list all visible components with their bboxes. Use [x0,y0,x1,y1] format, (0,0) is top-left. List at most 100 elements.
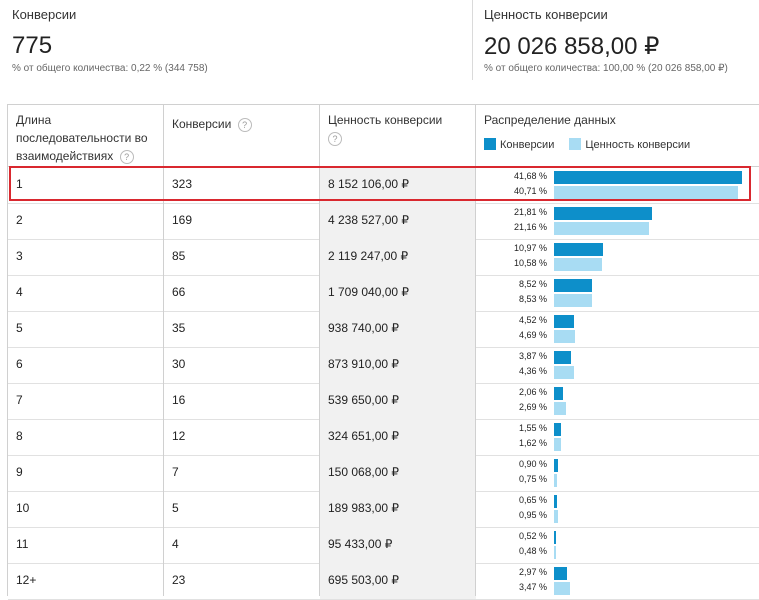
metric-value-label: Ценность конверсии [484,7,608,22]
table-header: Длина последовательности во взаимодейств… [8,105,759,167]
bar-conversions [554,495,557,508]
legend-swatch-value [569,138,582,150]
header-distribution: Распределение данных Конверсии Ценность … [484,111,754,172]
pct-conversions: 8,52 % [518,279,547,289]
sorted-column-bg [320,455,476,491]
cell-value: 189 983,00 ₽ [328,501,400,515]
pct-conversions: 41,68 % [513,171,547,181]
bar-value [554,582,570,595]
header-length-label: Длина последовательности во взаимодейств… [16,113,148,163]
header-length[interactable]: Длина последовательности во взаимодейств… [16,111,164,172]
table-row[interactable]: 10 5 189 983,00 ₽ 0,65 % 0,95 % [8,491,759,528]
summary-panel: Конверсии 775 % от общего количества: 0,… [0,0,759,93]
cell-length: 7 [16,393,23,407]
help-icon[interactable]: ? [237,117,252,132]
cell-length: 8 [16,429,23,443]
cell-length: 6 [16,357,23,371]
cell-conversions: 7 [172,465,179,479]
bar-value [554,438,562,451]
bar-conversions [554,459,559,472]
cell-length: 10 [16,501,30,515]
cell-value: 4 238 527,00 ₽ [328,213,410,227]
cell-conversions: 66 [172,285,186,299]
cell-conversions: 4 [172,537,179,551]
bar-value [554,402,567,415]
table-row[interactable]: 9 7 150 068,00 ₽ 0,90 % 0,75 % [8,455,759,492]
table-row[interactable]: 11 4 95 433,00 ₽ 0,52 % 0,48 % [8,527,759,564]
table-row[interactable]: 8 12 324 651,00 ₽ 1,55 % 1,62 % [8,419,759,456]
metric-conversions-subtext: % от общего количества: 0,22 % (344 758) [12,63,208,74]
cell-value: 150 068,00 ₽ [328,465,400,479]
table-row[interactable]: 7 16 539 650,00 ₽ 2,06 % 2,69 % [8,383,759,420]
metric-conversion-value: Ценность конверсии 20 026 858,00 ₽ % от … [472,0,759,80]
cell-conversions: 35 [172,321,186,335]
cell-conversions: 12 [172,429,186,443]
pct-conversions: 1,55 % [518,423,547,433]
help-icon[interactable]: ? [119,149,134,164]
cell-conversions: 16 [172,393,186,407]
sorted-column-bg [320,383,476,419]
sorted-column-bg [320,203,476,239]
cell-value: 1 709 040,00 ₽ [328,285,410,299]
header-value[interactable]: Ценность конверсии ? [328,111,476,172]
bar-conversions [554,171,742,184]
sorted-column-bg [320,167,476,203]
bar-conversions [554,531,557,544]
header-value-label: Ценность конверсии [328,113,443,127]
sorted-column-bg [320,311,476,347]
pct-value: 0,95 % [518,510,547,520]
pct-conversions: 0,90 % [518,459,547,469]
cell-conversions: 23 [172,573,186,587]
pct-value: 21,16 % [513,222,547,232]
table-row[interactable]: 3 85 2 119 247,00 ₽ 10,97 % 10,58 % [8,239,759,276]
pct-conversions: 0,65 % [518,495,547,505]
metric-conversions-label: Конверсии [12,7,77,22]
sorted-column-bg [320,419,476,455]
cell-value: 873 910,00 ₽ [328,357,400,371]
table-row[interactable]: 1 323 8 152 106,00 ₽ 41,68 % 40,71 % [8,167,759,204]
cell-length: 9 [16,465,23,479]
pct-value: 4,69 % [518,330,547,340]
bar-value [554,510,559,523]
cell-length: 1 [16,177,23,191]
table-row[interactable]: 6 30 873 910,00 ₽ 3,87 % 4,36 % [8,347,759,384]
distribution-legend: Конверсии Ценность конверсии [484,136,690,154]
table-row[interactable]: 2 169 4 238 527,00 ₽ 21,81 % 21,16 % [8,203,759,240]
cell-value: 95 433,00 ₽ [328,537,393,551]
pct-value: 1,62 % [518,438,547,448]
bar-conversions [554,315,575,328]
column-divider [163,105,164,596]
legend-value: Ценность конверсии [585,139,691,151]
bar-value [554,546,557,559]
table-row[interactable]: 12+ 23 695 503,00 ₽ 2,97 % 3,47 % [8,563,759,600]
bar-value [554,366,574,379]
table-row[interactable]: 5 35 938 740,00 ₽ 4,52 % 4,69 % [8,311,759,348]
sorted-column-bg [320,239,476,275]
bar-conversions [554,567,568,580]
legend-conversions: Конверсии [500,139,555,151]
cell-length: 12+ [16,573,37,587]
bar-value [554,222,650,235]
bar-conversions [554,423,561,436]
cell-value: 695 503,00 ₽ [328,573,400,587]
bar-value [554,330,576,343]
sorted-column-bg [320,491,476,527]
pct-conversions: 21,81 % [513,207,547,217]
cell-value: 2 119 247,00 ₽ [328,249,409,263]
cell-value: 938 740,00 ₽ [328,321,400,335]
sorted-column-bg [320,527,476,563]
bar-conversions [554,207,653,220]
sorted-column-bg [320,563,476,599]
sorted-column-bg [320,347,476,383]
cell-length: 2 [16,213,23,227]
pct-value: 0,48 % [518,546,547,556]
header-conversions[interactable]: Конверсии ? [172,115,320,176]
help-icon[interactable]: ? [328,131,342,146]
cell-conversions: 30 [172,357,186,371]
cell-value: 539 650,00 ₽ [328,393,400,407]
pct-conversions: 2,97 % [518,567,547,577]
cell-value: 8 152 106,00 ₽ [328,177,410,191]
header-distribution-label: Распределение данных [484,113,616,127]
table-row[interactable]: 4 66 1 709 040,00 ₽ 8,52 % 8,53 % [8,275,759,312]
bar-value [554,258,602,271]
